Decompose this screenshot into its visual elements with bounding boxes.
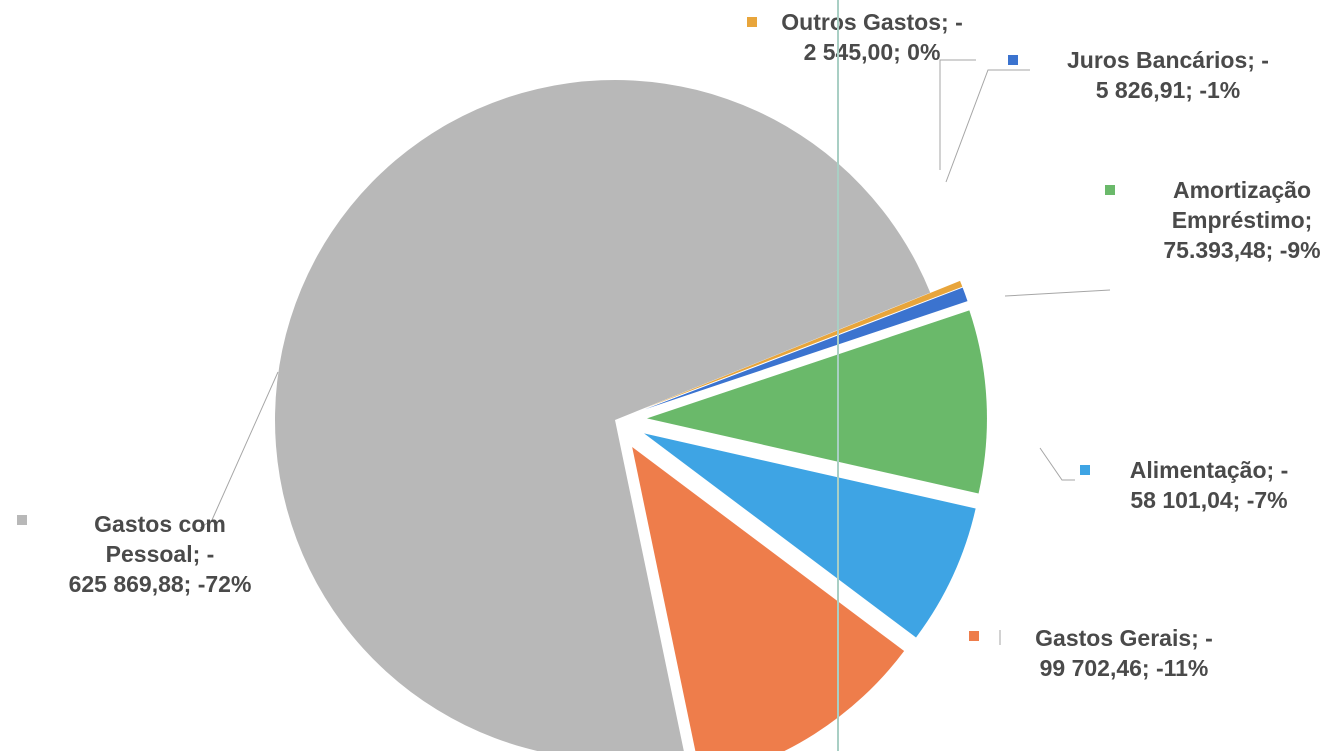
data-label-gastos-gerais: Gastos Gerais; - 99 702,46; -11% xyxy=(1035,625,1213,681)
data-label-line: 99 702,46; -11% xyxy=(1040,655,1209,681)
data-label-line: Juros Bancários; - xyxy=(1067,47,1269,73)
data-label-line: 58 101,04; -7% xyxy=(1130,487,1287,513)
leader-line-outros-gastos xyxy=(939,59,976,170)
pie-slice-gastos-gerais xyxy=(632,447,905,751)
leader-line-alimentacao xyxy=(1039,447,1075,481)
data-label-line: 75.393,48; -9% xyxy=(1163,237,1320,263)
data-label-line: Alimentação; - xyxy=(1130,457,1288,483)
data-label-line: Gastos com xyxy=(94,511,226,537)
data-label-line: Outros Gastos; - xyxy=(781,9,962,35)
legend-marker-outros-gastos xyxy=(747,17,757,27)
leader-line-juros-bancarios xyxy=(945,69,1030,183)
data-label-line: Pessoal; - xyxy=(106,541,215,567)
pie-slice-gastos-com-pessoal xyxy=(275,80,931,751)
legend-marker-amortizacao-emprestimo xyxy=(1105,185,1115,195)
data-label-alimentacao: Alimentação; - 58 101,04; -7% xyxy=(1130,457,1288,513)
data-label-line: 2 545,00; 0% xyxy=(804,39,941,65)
leader-lines-layer xyxy=(199,59,1111,645)
slices-layer xyxy=(275,80,987,751)
data-label-line: Gastos Gerais; - xyxy=(1035,625,1213,651)
pie-slice-alimentacao xyxy=(644,433,976,638)
legend-marker-alimentacao xyxy=(1080,465,1090,475)
legend-marker-gastos-gerais xyxy=(969,631,979,641)
legend-marker-gastos-com-pessoal xyxy=(17,515,27,525)
data-label-line: Amortização xyxy=(1173,177,1311,203)
data-label-line: 625 869,88; -72% xyxy=(69,571,252,597)
data-label-gastos-com-pessoal: Gastos com Pessoal; - 625 869,88; -72% xyxy=(69,511,252,597)
pie-slice-amortizacao-emprestimo xyxy=(646,310,987,494)
labels-layer: Outros Gastos; - 2 545,00; 0% Juros Bancár… xyxy=(17,9,1321,681)
data-label-amortizacao-emprestimo: Amortização Empréstimo; 75.393,48; -9% xyxy=(1163,177,1320,263)
data-label-line: Empréstimo; xyxy=(1172,207,1313,233)
data-label-line: 5 826,91; -1% xyxy=(1096,77,1240,103)
leader-line-amortizacao-emprestimo xyxy=(1004,289,1111,297)
data-label-outros-gastos: Outros Gastos; - 2 545,00; 0% xyxy=(781,9,962,65)
legend-marker-juros-bancarios xyxy=(1008,55,1018,65)
data-label-juros-bancarios: Juros Bancários; - 5 826,91; -1% xyxy=(1067,47,1269,103)
pie-slice-outros-gastos xyxy=(644,280,963,409)
leader-line-gastos-com-pessoal xyxy=(199,371,279,529)
pie-slice-juros-bancarios xyxy=(645,287,968,410)
